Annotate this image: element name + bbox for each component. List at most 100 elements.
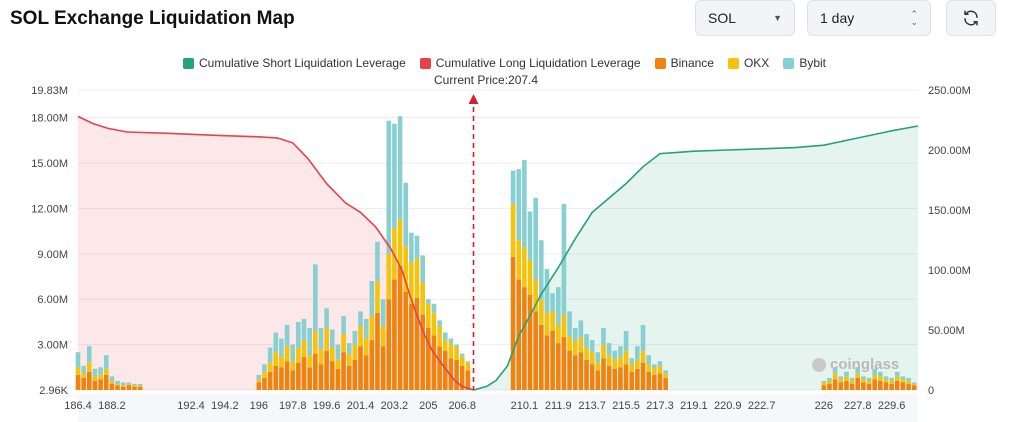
left-axis-tick-label: 15.00M [31, 158, 68, 170]
legend-swatch [727, 57, 739, 69]
bar-okx [137, 385, 143, 387]
bar-binance [329, 361, 335, 390]
bar-binance [267, 371, 273, 390]
range-select[interactable]: 1 day ⌃ ⌄ [807, 0, 931, 36]
x-axis-tick-label: 188.2 [98, 400, 126, 412]
x-axis-tick-label: 220.9 [714, 400, 742, 412]
bar-binance [612, 368, 618, 390]
bar-bybit [341, 315, 346, 335]
symbol-select[interactable]: SOL ▼ [695, 0, 795, 36]
bar-okx [98, 374, 103, 380]
bar-binance [894, 380, 900, 390]
legend-item-short[interactable]: Cumulative Short Liquidation Leverage [182, 56, 406, 70]
bar-bybit [629, 358, 635, 365]
bar-binance [849, 383, 855, 390]
bar-bybit [290, 344, 296, 362]
bar-bybit [307, 327, 312, 356]
bar-binance [872, 379, 877, 390]
bar-binance [363, 355, 369, 390]
bar-bybit [87, 346, 92, 363]
bar-binance [284, 361, 290, 390]
bar-bybit [606, 343, 612, 356]
x-axis-tick-label: 211.9 [545, 400, 572, 412]
bar-bybit [618, 346, 623, 357]
bar-okx [397, 219, 403, 266]
bar-okx [329, 347, 335, 362]
bar-binance [606, 365, 612, 390]
bar-bybit [612, 350, 618, 360]
bar-bybit [635, 346, 640, 360]
bar-bybit [109, 376, 115, 381]
bar-bybit [115, 380, 120, 384]
right-axis-tick-label: 250.00M [928, 85, 971, 97]
bar-okx [431, 312, 437, 336]
bar-bybit [832, 367, 838, 374]
bar-okx [296, 347, 301, 363]
bar-binance [256, 382, 262, 390]
legend-label: OKX [743, 56, 770, 70]
bar-okx [527, 259, 533, 295]
page-title: SOL Exchange Liquidation Map [10, 8, 295, 29]
bar-bybit [262, 364, 267, 372]
bar-bybit [510, 170, 516, 204]
bar-okx [267, 362, 273, 372]
bar-bybit [894, 371, 900, 377]
bar-okx [872, 374, 877, 380]
legend-item-long[interactable]: Cumulative Long Liquidation Leverage [419, 56, 641, 70]
bar-bybit [273, 332, 279, 353]
bar-okx [522, 247, 527, 288]
bar-bybit [335, 344, 341, 360]
bar-bybit [448, 338, 454, 344]
bar-binance [341, 352, 346, 390]
bar-binance [75, 374, 81, 390]
refresh-button[interactable] [946, 0, 996, 36]
bar-bybit [324, 308, 329, 328]
legend-item-okx[interactable]: OKX [727, 56, 770, 70]
bar-okx [363, 338, 369, 356]
bar-okx [262, 371, 267, 378]
watermark: coinglass [812, 356, 899, 373]
bar-binance [290, 370, 296, 390]
bar-bybit [442, 332, 448, 341]
bar-binance [414, 297, 420, 390]
range-select-value: 1 day [820, 10, 855, 26]
bar-okx [894, 376, 900, 381]
bar-okx [629, 364, 635, 372]
bar-bybit [465, 361, 471, 363]
watermark-text: coinglass [830, 356, 900, 373]
bar-okx [459, 356, 465, 366]
bar-binance [126, 385, 132, 390]
bar-binance [900, 382, 906, 390]
x-axis-tick-label: 213.7 [578, 400, 606, 412]
bar-okx [849, 380, 855, 384]
legend-item-binance[interactable]: Binance [654, 56, 714, 70]
bar-binance [539, 324, 544, 390]
bar-binance [821, 385, 827, 390]
right-axis-tick-label: 50.00M [928, 325, 965, 337]
right-axis-tick-label: 200.00M [928, 145, 971, 157]
legend-item-bybit[interactable]: Bybit [783, 56, 826, 70]
bar-bybit [838, 376, 844, 380]
bar-bybit [584, 334, 589, 348]
bar-bybit [358, 311, 363, 327]
x-axis-tick-label: 205 [419, 400, 437, 412]
bar-bybit [98, 367, 103, 375]
bar-binance [352, 359, 358, 390]
bar-binance [640, 362, 646, 390]
bar-binance [861, 382, 866, 390]
bar-bybit [889, 377, 894, 381]
x-axis-tick-label: 219.1 [680, 400, 708, 412]
short-liquidation-area [473, 126, 918, 390]
bar-binance [137, 386, 143, 390]
left-axis-tick-label: 3.00M [37, 340, 68, 352]
bar-binance [652, 374, 657, 390]
bar-okx [595, 362, 601, 371]
bar-binance [454, 359, 459, 390]
bar-okx [900, 379, 906, 383]
bar-bybit [539, 240, 544, 300]
bar-binance [103, 374, 109, 390]
bar-okx [132, 385, 137, 387]
bar-okx [623, 350, 629, 365]
bar-okx [414, 258, 420, 298]
